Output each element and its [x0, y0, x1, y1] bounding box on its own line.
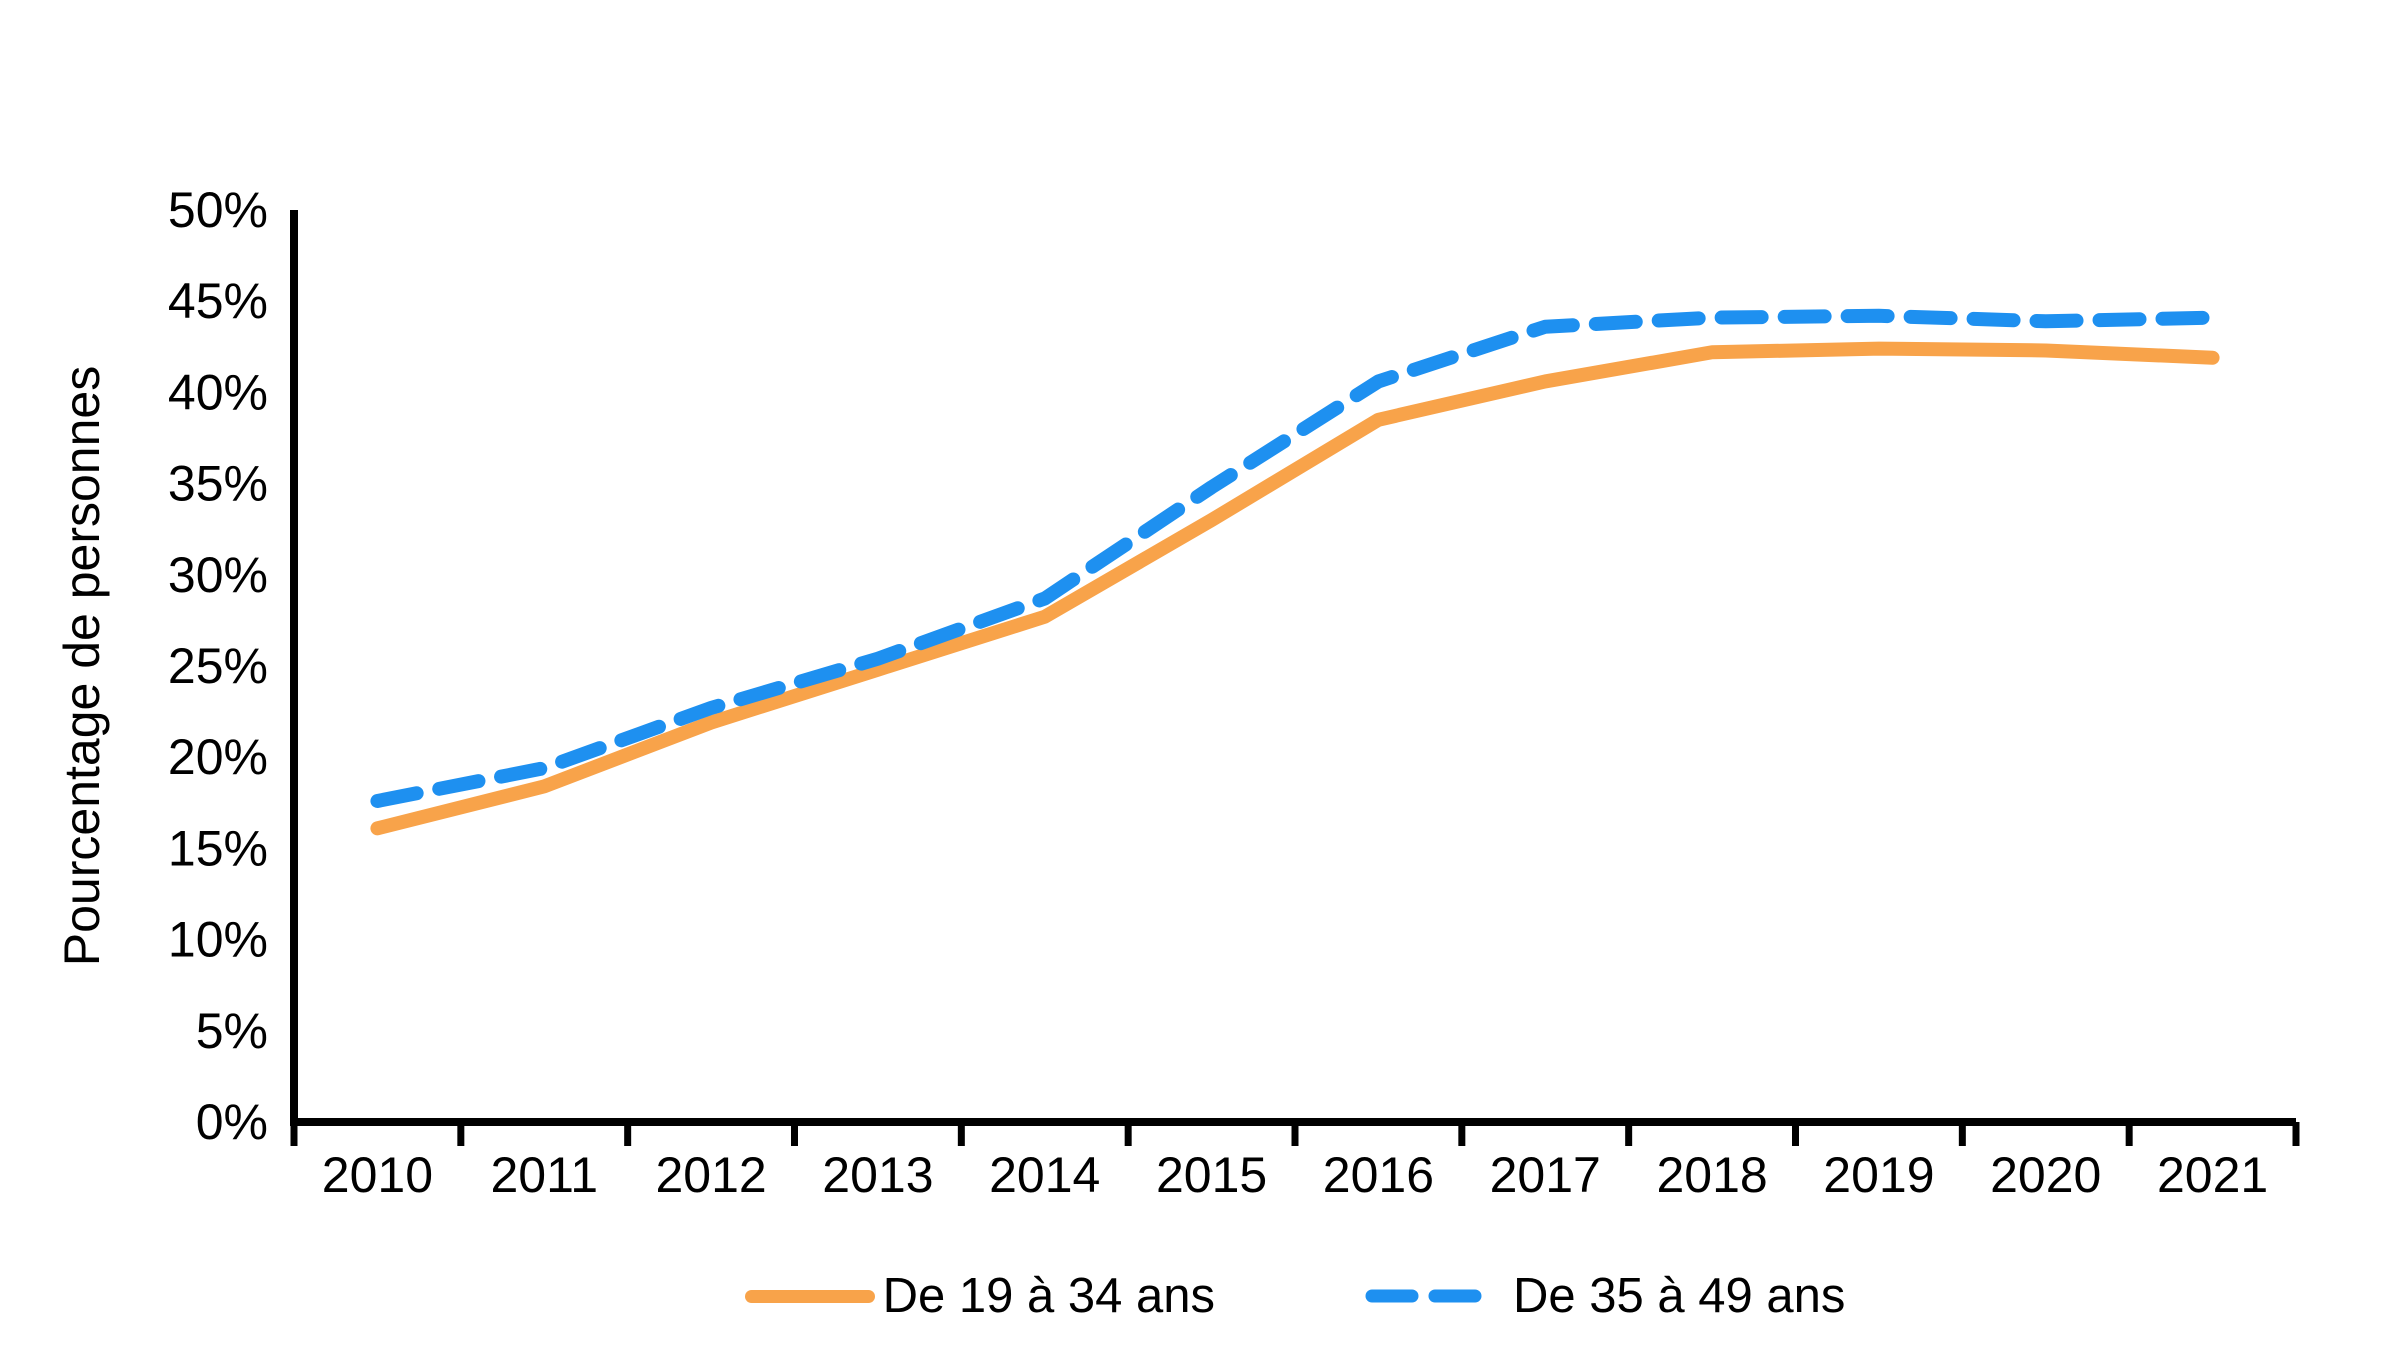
x-tick-label: 2011 — [490, 1147, 598, 1203]
y-tick-label: 25% — [168, 638, 268, 694]
y-tick-label: 5% — [196, 1003, 268, 1059]
x-tick-label: 2013 — [822, 1147, 933, 1203]
legend-label: De 19 à 34 ans — [882, 1269, 1215, 1323]
x-tick-label: 2021 — [2157, 1147, 2268, 1203]
x-tick-label: 2010 — [322, 1147, 433, 1203]
x-tick-label: 2015 — [1156, 1147, 1267, 1203]
x-tick-label: 2012 — [655, 1147, 766, 1203]
x-tick-label: 2014 — [989, 1147, 1100, 1203]
y-tick-label: 30% — [168, 547, 268, 603]
y-tick-label: 20% — [168, 729, 268, 785]
legend-item-35-49: De 35 à 49 ans — [1365, 1268, 1845, 1324]
x-tick-label: 2017 — [1490, 1147, 1601, 1203]
y-tick-label: 10% — [168, 912, 268, 968]
series-line-de-19-34-ans — [370, 341, 2220, 836]
series-line-de-35-49-ans — [370, 308, 2220, 808]
legend-swatch-dashed-line — [1365, 1289, 1505, 1303]
legend-label: De 35 à 49 ans — [1513, 1269, 1846, 1323]
y-tick-label: 0% — [196, 1094, 268, 1150]
y-tick-label: 35% — [168, 456, 268, 512]
x-tick-label: 2019 — [1823, 1147, 1934, 1203]
chart-legend: De 19 à 34 ans De 35 à 49 ans — [294, 1268, 2296, 1324]
y-tick-label: 45% — [168, 273, 268, 329]
x-tick-label: 2016 — [1323, 1147, 1434, 1203]
y-tick-label: 50% — [168, 182, 268, 238]
y-tick-label: 40% — [168, 364, 268, 420]
x-tick-label: 2018 — [1656, 1147, 1767, 1203]
legend-swatch-solid-line — [744, 1289, 875, 1303]
legend-item-19-34: De 19 à 34 ans — [744, 1268, 1215, 1324]
x-tick-label: 2020 — [1990, 1147, 2101, 1203]
y-tick-label: 15% — [168, 820, 268, 876]
